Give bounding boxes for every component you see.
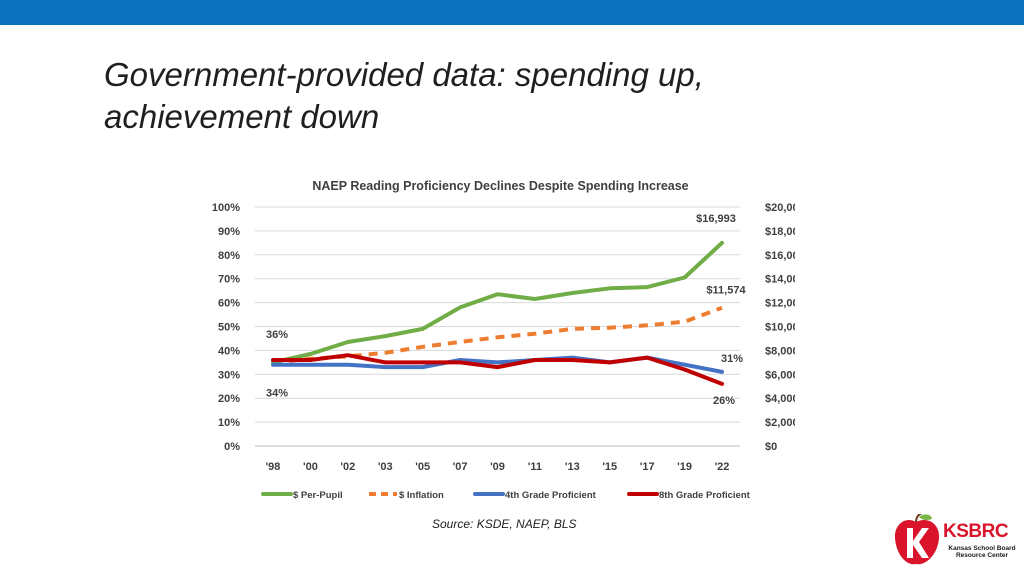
legend-label: 8th Grade Proficient — [659, 490, 751, 501]
x-axis-tick-label: '05 — [415, 461, 430, 473]
x-axis-tick-label: '17 — [640, 461, 655, 473]
left-axis-tick-label: 60% — [218, 298, 240, 310]
left-axis-tick-label: 70% — [218, 274, 240, 286]
right-axis-tick-label: $0 — [765, 441, 777, 453]
slide-title: Government-provided data: spending up, a… — [104, 56, 704, 135]
right-axis-tick-label: $6,000 — [765, 369, 795, 381]
data-label: 31% — [721, 353, 743, 365]
x-axis-tick-label: '09 — [490, 461, 505, 473]
x-axis-tick-label: '00 — [303, 461, 318, 473]
series-line-8th-grade-proficient — [271, 353, 724, 386]
left-axis-tick-label: 0% — [224, 441, 240, 453]
legend-label: 4th Grade Proficient — [505, 490, 597, 501]
series-line-per-pupil — [271, 240, 724, 365]
left-axis-tick-label: 40% — [218, 345, 240, 357]
left-axis-tick-label: 20% — [218, 393, 240, 405]
x-axis-tick-label: '13 — [565, 461, 580, 473]
data-label: 36% — [266, 329, 288, 341]
left-axis-tick-label: 90% — [218, 226, 240, 238]
chart-title: NAEP Reading Proficiency Declines Despit… — [312, 179, 688, 193]
x-axis-tick-label: '22 — [715, 461, 730, 473]
left-axis-tick-label: 50% — [218, 322, 240, 334]
series-line-inflation — [272, 305, 723, 365]
line-chart: NAEP Reading Proficiency Declines Despit… — [212, 179, 795, 501]
x-axis-tick-label: '02 — [340, 461, 355, 473]
legend-label: $ Inflation — [399, 490, 444, 501]
data-label: $16,993 — [696, 213, 736, 225]
data-label: $11,574 — [706, 285, 746, 297]
top-bar — [0, 0, 1024, 25]
left-axis-tick-label: 100% — [212, 202, 240, 214]
right-axis-tick-label: $20,000 — [765, 202, 795, 214]
left-axis-tick-label: 80% — [218, 250, 240, 262]
logo-name: KSBRC — [943, 521, 1009, 542]
logo-subtitle: Kansas School Board Resource Center — [948, 545, 1016, 559]
x-axis-tick-label: '11 — [528, 461, 542, 473]
left-axis-tick-label: 10% — [218, 417, 240, 429]
x-axis-tick-label: '03 — [378, 461, 393, 473]
data-label: 34% — [266, 388, 288, 400]
x-axis-tick-label: '98 — [266, 461, 281, 473]
legend-label: $ Per-Pupil — [293, 490, 343, 501]
x-axis-tick-label: '07 — [453, 461, 468, 473]
right-axis-tick-label: $2,000 — [765, 417, 795, 429]
right-axis-tick-label: $8,000 — [765, 345, 795, 357]
right-axis-tick-label: $4,000 — [765, 393, 795, 405]
x-axis-tick-label: '19 — [677, 461, 692, 473]
right-axis-tick-label: $16,000 — [765, 250, 795, 262]
source-note: Source: KSDE, NAEP, BLS — [432, 517, 577, 531]
right-axis-tick-label: $18,000 — [765, 226, 795, 238]
ksbrc-logo — [894, 514, 940, 565]
right-axis-tick-label: $12,000 — [765, 298, 795, 310]
right-axis-tick-label: $10,000 — [765, 322, 795, 334]
right-axis-tick-label: $14,000 — [765, 274, 795, 286]
x-axis-tick-label: '15 — [602, 461, 617, 473]
left-axis-tick-label: 30% — [218, 369, 240, 381]
data-label: 26% — [713, 395, 735, 407]
